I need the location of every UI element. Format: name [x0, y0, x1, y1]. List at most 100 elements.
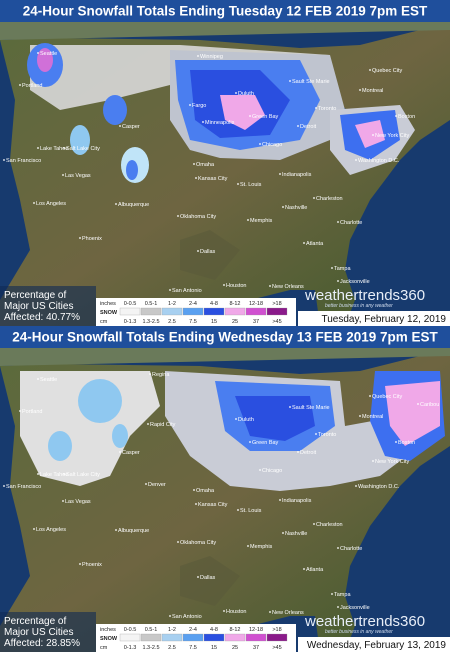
legend-inches: 12-18	[249, 627, 263, 633]
city-label: Fargo	[192, 103, 206, 109]
city-dot	[313, 523, 315, 525]
date-box	[298, 311, 450, 326]
city-dot	[247, 219, 249, 221]
city-label: San Francisco	[6, 484, 41, 490]
legend-cm: 0-1.3	[124, 645, 137, 651]
percentage-text: Affected: 28.85%	[4, 638, 80, 649]
city-dot	[279, 173, 281, 175]
legend-units: cm	[100, 319, 108, 325]
city-label: Denver	[148, 482, 166, 488]
legend-cm: >45	[272, 645, 281, 651]
city-label: San Francisco	[6, 158, 41, 164]
legend-swatch	[182, 307, 204, 316]
date-box	[298, 637, 450, 652]
legend-inches: 4-8	[210, 627, 218, 633]
city-label: Portland	[22, 409, 43, 415]
city-label: Green Bay	[252, 114, 279, 120]
panel-title: 24-Hour Snowfall Totals Ending Tuesday 1…	[23, 4, 428, 19]
legend-cm: 1.3-2.5	[142, 645, 159, 651]
city-label: Nashville	[285, 531, 307, 537]
city-dot	[115, 529, 117, 531]
legend-cm: 15	[211, 319, 217, 325]
city-dot	[193, 163, 195, 165]
city-label: New Orleans	[272, 610, 304, 616]
legend-snow: SNOW	[100, 636, 118, 642]
city-label: Quebec City	[372, 394, 403, 400]
legend-swatch	[182, 633, 204, 642]
city-label: Boston	[398, 114, 415, 120]
city-dot	[259, 143, 261, 145]
city-dot	[395, 115, 397, 117]
city-label: Green Bay	[252, 440, 279, 446]
legend-swatch	[161, 633, 183, 642]
city-label: Los Angeles	[36, 201, 66, 207]
city-label: Indianapolis	[282, 498, 312, 504]
city-dot	[369, 395, 371, 397]
city-label: Las Vegas	[65, 173, 91, 179]
snow-overlay	[20, 371, 445, 491]
city-label: Charleston	[316, 522, 343, 528]
city-dot	[235, 418, 237, 420]
city-dot	[359, 89, 361, 91]
city-label: Charlotte	[340, 220, 362, 226]
legend-swatch	[203, 633, 225, 642]
city-dot	[279, 499, 281, 501]
legend-inches: 0.5-1	[145, 301, 158, 307]
city-label: San Antonio	[172, 288, 202, 294]
percentage-box	[0, 286, 96, 326]
title-bar	[0, 0, 450, 22]
city-dot	[297, 451, 299, 453]
legend-inches: 1-2	[168, 627, 176, 633]
percentage-text: Affected: 40.77%	[4, 312, 80, 323]
city-label: Regina	[152, 372, 170, 378]
city-dot	[249, 441, 251, 443]
percentage-text: Percentage of	[4, 616, 66, 627]
legend-swatch	[224, 307, 246, 316]
city-dot	[195, 503, 197, 505]
city-label: Salt Lake City	[66, 472, 100, 478]
city-dot	[237, 509, 239, 511]
city-dot	[315, 107, 317, 109]
city-dot	[282, 206, 284, 208]
city-dot	[195, 177, 197, 179]
city-label: Chicago	[262, 142, 282, 148]
city-label: San Antonio	[172, 614, 202, 620]
city-dot	[235, 92, 237, 94]
legend-units: inches	[100, 627, 116, 633]
legend-cm: >45	[272, 319, 281, 325]
city-label: St. Louis	[240, 508, 262, 514]
city-dot	[202, 121, 204, 123]
city-dot	[337, 547, 339, 549]
legend-cm: 25	[232, 319, 238, 325]
legend-inches: 4-8	[210, 301, 218, 307]
city-label: Washington D.C.	[358, 484, 400, 490]
city-label: Chicago	[262, 468, 282, 474]
city-dot	[169, 289, 171, 291]
logo: weathertrends360	[304, 613, 425, 630]
legend-cm: 7.5	[189, 319, 197, 325]
city-label: Montreal	[362, 414, 383, 420]
city-label: Atlanta	[306, 241, 324, 247]
city-dot	[247, 545, 249, 547]
logo: weathertrends360	[304, 287, 425, 304]
legend-cm: 25	[232, 645, 238, 651]
city-dot	[297, 125, 299, 127]
legend-cm: 7.5	[189, 645, 197, 651]
city-dot	[337, 280, 339, 282]
city-label: Nashville	[285, 205, 307, 211]
city-dot	[37, 52, 39, 54]
legend-swatch	[266, 633, 288, 642]
city-label: Quebec City	[372, 68, 403, 74]
legend-inches: >18	[272, 301, 281, 307]
city-dot	[289, 80, 291, 82]
legend-swatch	[161, 307, 183, 316]
city-dot	[3, 485, 5, 487]
city-label: Montreal	[362, 88, 383, 94]
city-dot	[355, 485, 357, 487]
city-label: Memphis	[250, 544, 273, 550]
city-label: Toronto	[318, 432, 336, 438]
legend-cm: 37	[253, 319, 259, 325]
legend-swatch	[266, 307, 288, 316]
city-dot	[355, 159, 357, 161]
city-dot	[63, 147, 65, 149]
